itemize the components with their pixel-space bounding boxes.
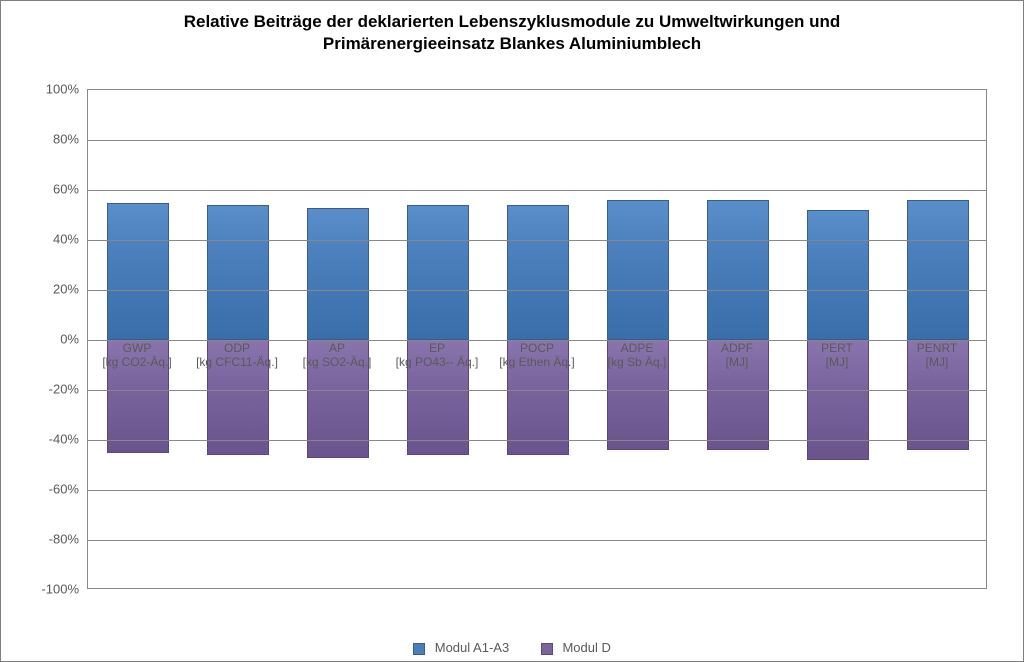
legend-swatch-blue <box>413 643 425 655</box>
bar-modul-d <box>807 340 869 460</box>
y-tick-label: 0% <box>19 332 79 347</box>
legend-label-a1-a3: Modul A1-A3 <box>435 640 509 655</box>
bar-group <box>807 90 869 588</box>
bar-modul-d <box>207 340 269 455</box>
bar-modul-d <box>707 340 769 450</box>
bar-group <box>307 90 369 588</box>
bar-modul-a1-a3 <box>507 205 569 340</box>
chart-container: Relative Beiträge der deklarierten Leben… <box>0 0 1024 662</box>
y-tick-label: 40% <box>19 232 79 247</box>
bar-modul-a1-a3 <box>307 208 369 341</box>
legend-item-modul-d: Modul D <box>541 640 611 655</box>
gridline <box>88 390 986 391</box>
bar-modul-d <box>507 340 569 455</box>
bar-modul-d <box>407 340 469 455</box>
y-tick-label: -80% <box>19 532 79 547</box>
gridline <box>88 290 986 291</box>
gridline <box>88 190 986 191</box>
y-tick-label: -40% <box>19 432 79 447</box>
y-tick-label: -20% <box>19 382 79 397</box>
bar-group <box>107 90 169 588</box>
zero-line <box>88 340 986 341</box>
bar-group <box>907 90 969 588</box>
plot-area <box>87 89 987 589</box>
bar-modul-a1-a3 <box>907 200 969 340</box>
bar-group <box>507 90 569 588</box>
bar-modul-a1-a3 <box>407 205 469 340</box>
gridline <box>88 440 986 441</box>
title-line-2: Primärenergieeinsatz Blankes Aluminiumbl… <box>323 34 701 53</box>
bar-group <box>207 90 269 588</box>
bar-modul-a1-a3 <box>607 200 669 340</box>
bar-modul-a1-a3 <box>807 210 869 340</box>
gridline <box>88 540 986 541</box>
y-tick-label: -60% <box>19 482 79 497</box>
bar-modul-d <box>107 340 169 453</box>
bar-modul-d <box>607 340 669 450</box>
bar-group <box>607 90 669 588</box>
bar-group <box>707 90 769 588</box>
bar-modul-d <box>907 340 969 450</box>
bar-modul-a1-a3 <box>107 203 169 341</box>
y-tick-label: 80% <box>19 132 79 147</box>
title-line-1: Relative Beiträge der deklarierten Leben… <box>184 12 841 31</box>
y-tick-label: 20% <box>19 282 79 297</box>
gridline <box>88 140 986 141</box>
bar-modul-a1-a3 <box>707 200 769 340</box>
y-tick-label: 100% <box>19 82 79 97</box>
gridline <box>88 490 986 491</box>
legend: Modul A1-A3 Modul D <box>1 640 1023 655</box>
bars-layer <box>88 90 986 588</box>
y-tick-label: -100% <box>19 582 79 597</box>
bar-modul-a1-a3 <box>207 205 269 340</box>
chart-title: Relative Beiträge der deklarierten Leben… <box>1 11 1023 55</box>
gridline <box>88 240 986 241</box>
y-tick-label: 60% <box>19 182 79 197</box>
bar-group <box>407 90 469 588</box>
legend-swatch-purple <box>541 643 553 655</box>
legend-item-modul-a1-a3: Modul A1-A3 <box>413 640 509 655</box>
legend-label-d: Modul D <box>562 640 610 655</box>
